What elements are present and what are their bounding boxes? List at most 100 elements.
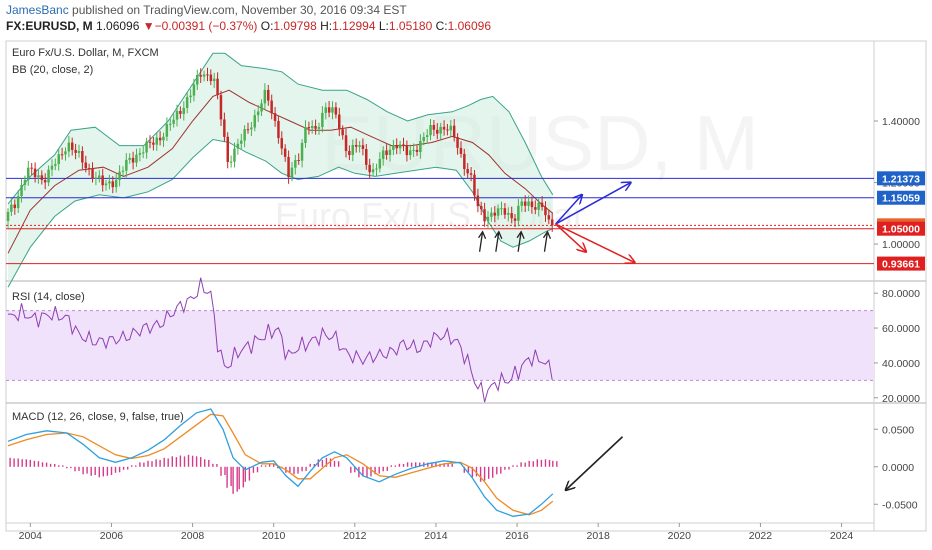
candle-body[interactable] <box>520 201 524 206</box>
candle-body[interactable] <box>226 136 230 162</box>
candle-body[interactable] <box>287 156 290 178</box>
candle-body[interactable] <box>419 141 422 152</box>
candle-body[interactable] <box>135 154 138 163</box>
candle-body[interactable] <box>236 143 240 149</box>
candle-body[interactable] <box>20 184 23 197</box>
candle-body[interactable] <box>483 209 486 222</box>
candle-body[interactable] <box>74 149 77 153</box>
candle-body[interactable] <box>64 151 67 155</box>
rsi-indicator-label[interactable]: RSI (14, close) <box>12 291 85 303</box>
candle-body[interactable] <box>162 136 165 141</box>
candle-body[interactable] <box>486 216 490 222</box>
candle-body[interactable] <box>493 212 497 216</box>
candle-body[interactable] <box>77 151 81 153</box>
author-link[interactable]: JamesBanc <box>6 3 69 17</box>
candle-body[interactable] <box>402 144 405 146</box>
candle-body[interactable] <box>10 204 13 212</box>
price-tag-1.05000[interactable] <box>877 221 925 236</box>
candle-body[interactable] <box>104 183 108 186</box>
candle-body[interactable] <box>463 153 466 169</box>
macd-line[interactable] <box>7 408 554 517</box>
candle-body[interactable] <box>37 175 40 178</box>
candle-body[interactable] <box>307 127 311 129</box>
candle-body[interactable] <box>260 103 263 112</box>
candle-body[interactable] <box>33 168 37 178</box>
candle-body[interactable] <box>138 153 142 155</box>
candle-body[interactable] <box>40 175 44 180</box>
candle-body[interactable] <box>81 151 84 163</box>
candle-body[interactable] <box>375 168 378 170</box>
candle-body[interactable] <box>27 167 30 180</box>
candle-body[interactable] <box>202 74 206 77</box>
macd-signal-line[interactable] <box>7 413 554 516</box>
candle-body[interactable] <box>16 196 20 209</box>
candle-body[interactable] <box>84 162 88 169</box>
candle-body[interactable] <box>544 206 547 216</box>
candle-body[interactable] <box>314 126 317 129</box>
candle-body[interactable] <box>182 107 186 114</box>
candle-body[interactable] <box>371 169 375 173</box>
candle-body[interactable] <box>358 145 361 147</box>
candle-body[interactable] <box>523 201 527 206</box>
candle-body[interactable] <box>71 142 74 150</box>
candle-body[interactable] <box>527 201 530 206</box>
candle-body[interactable] <box>341 129 344 136</box>
candle-body[interactable] <box>294 160 297 168</box>
candle-body[interactable] <box>436 129 439 134</box>
candle-body[interactable] <box>192 84 196 96</box>
candle-body[interactable] <box>111 181 115 188</box>
candle-body[interactable] <box>348 151 351 155</box>
candle-body[interactable] <box>229 161 233 163</box>
candle-body[interactable] <box>405 145 409 156</box>
candle-body[interactable] <box>114 179 118 188</box>
rsi-line[interactable] <box>8 277 553 403</box>
candle-body[interactable] <box>256 111 260 116</box>
candle-body[interactable] <box>344 135 348 151</box>
candle-body[interactable] <box>108 181 111 184</box>
candle-body[interactable] <box>551 219 554 226</box>
candle-body[interactable] <box>530 201 534 208</box>
candle-body[interactable] <box>507 213 510 215</box>
candle-body[interactable] <box>331 107 334 113</box>
macd-pane[interactable]: 0.0500 0.0000 -0.0500 <box>7 408 918 517</box>
candle-body[interactable] <box>304 127 307 143</box>
candle-body[interactable] <box>388 149 392 155</box>
candle-body[interactable] <box>534 207 537 210</box>
candle-body[interactable] <box>233 148 236 162</box>
candle-body[interactable] <box>223 119 226 137</box>
candle-body[interactable] <box>219 95 223 120</box>
candle-body[interactable] <box>270 100 273 114</box>
time-axis[interactable]: 2004 2006 2008 2010 2012 2014 2016 2018 2020 2022… <box>6 522 874 542</box>
candle-body[interactable] <box>513 218 517 221</box>
projection-arrow-blue[interactable] <box>555 195 582 225</box>
candle-body[interactable] <box>456 137 459 148</box>
candle-body[interactable] <box>432 125 436 130</box>
candle-body[interactable] <box>57 154 61 164</box>
candle-body[interactable] <box>13 204 17 209</box>
candle-body[interactable] <box>540 202 544 207</box>
price-tag-1.21373[interactable] <box>877 171 925 186</box>
candle-body[interactable] <box>473 174 476 196</box>
candle-body[interactable] <box>446 129 449 131</box>
candle-body[interactable] <box>47 169 50 183</box>
candle-body[interactable] <box>98 175 101 178</box>
candle-body[interactable] <box>334 107 338 115</box>
candle-body[interactable] <box>243 129 246 141</box>
candle-body[interactable] <box>490 212 493 217</box>
projection-arrow-red[interactable] <box>555 223 635 262</box>
candle-body[interactable] <box>246 129 250 131</box>
candle-body[interactable] <box>327 107 331 113</box>
candle-body[interactable] <box>321 112 324 127</box>
candle-body[interactable] <box>317 127 321 129</box>
candle-body[interactable] <box>500 208 503 210</box>
candle-body[interactable] <box>290 167 294 178</box>
candle-body[interactable] <box>131 157 135 163</box>
projection-arrow-red[interactable] <box>555 223 586 252</box>
candle-body[interactable] <box>125 159 128 171</box>
candle-body[interactable] <box>378 159 382 169</box>
candle-body[interactable] <box>67 142 71 152</box>
candle-body[interactable] <box>277 120 280 139</box>
candle-body[interactable] <box>87 168 91 170</box>
candle-body[interactable] <box>152 142 155 145</box>
